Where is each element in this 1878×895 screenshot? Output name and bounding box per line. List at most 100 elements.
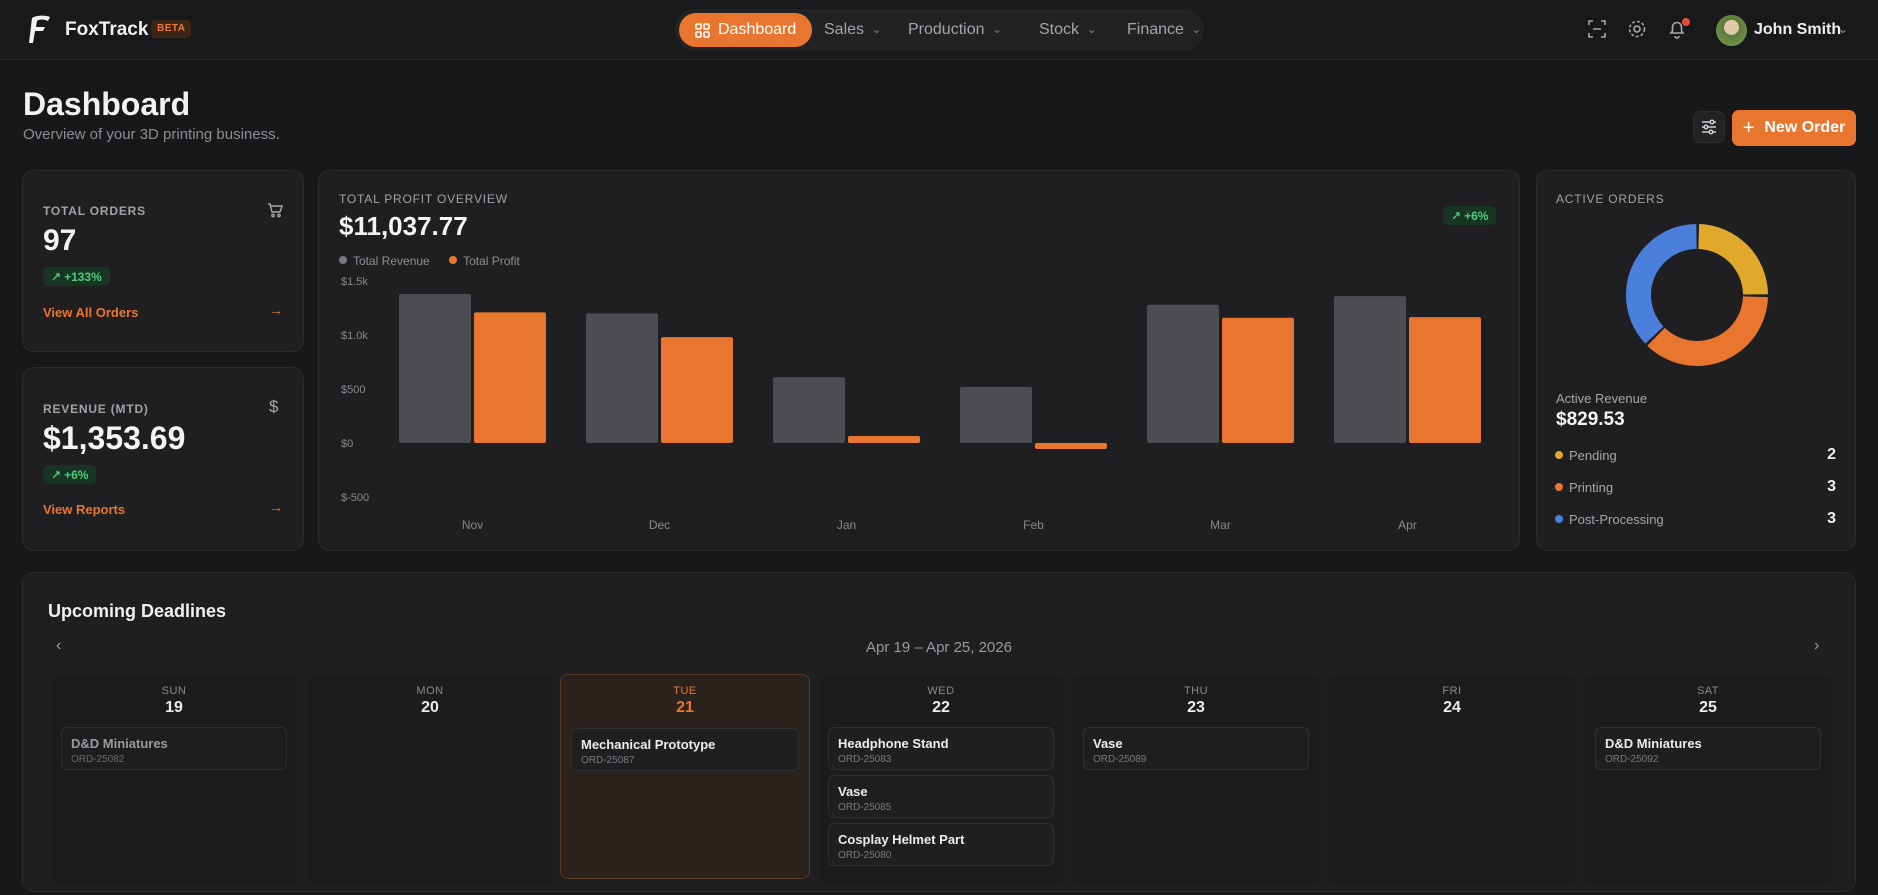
total-orders-card: TOTAL ORDERS 97 ↗ +133% View All Orders → (22, 170, 304, 352)
nav-finance-label: Finance (1127, 21, 1184, 38)
deadline-task[interactable]: Cosplay Helmet Part ORD-25080 (828, 823, 1054, 866)
arrow-right-icon[interactable]: → (269, 302, 283, 318)
revenue-change-badge: ↗ +6% (43, 465, 97, 484)
active-revenue-value: $829.53 (1556, 409, 1625, 430)
task-order-id: ORD-25087 (581, 755, 635, 766)
arrow-right-icon[interactable]: → (269, 499, 283, 515)
bar-profit-mar[interactable] (1222, 317, 1294, 443)
status-count: 3 (1827, 510, 1836, 527)
task-name: Headphone Stand (838, 736, 949, 751)
view-all-orders-link[interactable]: View All Orders (43, 305, 139, 320)
x-tick-label: Feb (1023, 518, 1044, 532)
chevron-right-icon[interactable]: › (1814, 637, 1820, 654)
chevron-down-icon[interactable]: ⌄ (1838, 22, 1849, 36)
beta-badge: BETA (151, 20, 192, 38)
legend-item-profit[interactable]: Total Profit (449, 254, 520, 268)
filter-button[interactable] (1693, 111, 1725, 143)
bar-profit-jan[interactable] (848, 435, 920, 443)
legend-dot (1555, 483, 1563, 491)
nav-sales[interactable]: Sales ⌄ (812, 13, 893, 47)
day-name: SAT (1696, 685, 1720, 697)
total-orders-value: 97 (43, 224, 77, 257)
profit-overview-card: TOTAL PROFIT OVERVIEW $11,037.77 ↗ +6% To… (318, 170, 1520, 551)
nav-finance[interactable]: Finance ⌄ (1115, 13, 1213, 47)
profit-overview-label: TOTAL PROFIT OVERVIEW (339, 192, 508, 206)
status-count: 3 (1827, 478, 1836, 495)
main-nav: Dashboard Sales ⌄ Production ⌄ Stock ⌄ Fina… (675, 9, 1204, 51)
nav-production[interactable]: Production ⌄ (896, 13, 1014, 47)
bar-revenue-feb[interactable] (960, 386, 1032, 443)
bar-profit-apr[interactable] (1409, 317, 1481, 443)
view-reports-link[interactable]: View Reports (43, 502, 126, 517)
deadline-task[interactable]: Mechanical Prototype ORD-25087 (571, 728, 799, 771)
deadline-task[interactable]: Vase ORD-25085 (828, 775, 1054, 818)
bar-revenue-nov[interactable] (399, 293, 471, 443)
deadline-task[interactable]: Vase ORD-25089 (1083, 727, 1309, 770)
dollar-icon: $ (269, 397, 279, 416)
task-name: Vase (1093, 736, 1123, 751)
deadline-task[interactable]: D&D Miniatures ORD-25082 (61, 727, 287, 770)
total-orders-change: +133% (64, 269, 102, 284)
donut-slice-pending[interactable] (1698, 224, 1768, 295)
nav-stock[interactable]: Stock ⌄ (1027, 13, 1108, 47)
task-order-id: ORD-25083 (838, 754, 892, 765)
top-bar: FoxTrack BETA Dashboard Sales ⌄ Productio… (0, 0, 1878, 60)
x-tick-label: Dec (649, 518, 670, 532)
nav-production-label: Production (908, 21, 985, 38)
total-orders-label: TOTAL ORDERS (43, 204, 146, 218)
donut-slice-printing[interactable] (1647, 296, 1768, 366)
status-label: Post-Processing (1569, 512, 1664, 527)
donut-slice-post-processing[interactable] (1626, 224, 1697, 344)
day-column-sat: SAT 25 D&D Miniatures ORD-25092 (1585, 675, 1831, 885)
new-order-label: New Order (1764, 119, 1846, 136)
legend-item-revenue[interactable]: Total Revenue (339, 254, 430, 268)
active-orders-donut-chart (1626, 224, 1768, 366)
nav-dashboard-label: Dashboard (718, 21, 797, 38)
day-name: WED (927, 685, 955, 697)
scan-icon[interactable] (1586, 18, 1608, 40)
bar-profit-dec[interactable] (661, 337, 733, 443)
day-column-sun: SUN 19 D&D Miniatures ORD-25082 (51, 675, 297, 885)
total-orders-change-badge: ↗ +133% (43, 267, 110, 286)
nav-dashboard[interactable]: Dashboard (679, 13, 813, 47)
bar-profit-nov[interactable] (474, 312, 546, 443)
day-name: FRI (1442, 685, 1462, 697)
day-number: 22 (932, 699, 950, 716)
day-number: 23 (1187, 699, 1205, 716)
user-name[interactable]: John Smith (1754, 21, 1842, 38)
revenue-change: +6% (64, 467, 89, 482)
legend-dot (339, 256, 347, 264)
day-number: 24 (1443, 699, 1461, 716)
notification-dot (1682, 18, 1690, 26)
task-name: D&D Miniatures (1605, 736, 1702, 751)
revenue-label: REVENUE (MTD) (43, 402, 149, 416)
day-name: THU (1183, 685, 1209, 697)
profit-overview-value: $11,037.77 (339, 211, 468, 241)
nav-stock-label: Stock (1039, 21, 1080, 38)
day-number: 21 (676, 699, 694, 716)
day-column-thu: THU 23 Vase ORD-25089 (1073, 675, 1319, 885)
new-order-button[interactable]: + New Order (1732, 110, 1856, 146)
avatar[interactable] (1716, 15, 1747, 46)
bar-revenue-apr[interactable] (1334, 296, 1406, 443)
bar-revenue-dec[interactable] (586, 313, 658, 443)
profit-change-badge: ↗ +6% (1443, 206, 1497, 225)
task-order-id: ORD-25085 (838, 802, 892, 813)
active-orders-label: ACTIVE ORDERS (1556, 192, 1665, 206)
gear-icon[interactable] (1626, 18, 1648, 40)
bar-revenue-mar[interactable] (1147, 304, 1219, 443)
bar-revenue-jan[interactable] (773, 377, 845, 443)
chevron-down-icon: ⌄ (872, 24, 882, 36)
deadline-task[interactable]: D&D Miniatures ORD-25092 (1595, 727, 1821, 770)
trending-up-icon: ↗ (1451, 208, 1462, 223)
bar-profit-feb[interactable] (1035, 443, 1107, 449)
deadline-task[interactable]: Headphone Stand ORD-25083 (828, 727, 1054, 770)
bell-icon[interactable] (1666, 18, 1688, 40)
day-name: MON (416, 685, 444, 697)
foxtrack-logo-icon[interactable] (26, 14, 54, 46)
chevron-left-icon[interactable]: ‹ (56, 637, 62, 654)
day-name: SUN (161, 685, 187, 697)
y-tick-label: $-500 (341, 492, 369, 504)
page-subtitle: Overview of your 3D printing business. (23, 126, 280, 143)
status-row-printing: Printing 3 (1555, 478, 1836, 500)
